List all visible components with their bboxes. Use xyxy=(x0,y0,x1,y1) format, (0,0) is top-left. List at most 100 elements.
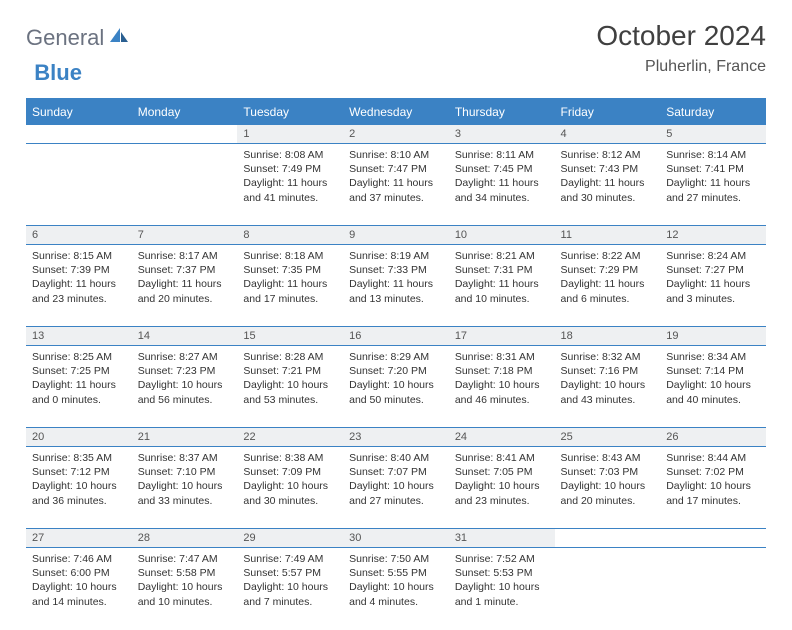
day-details: Sunrise: 7:47 AMSunset: 5:58 PMDaylight:… xyxy=(138,552,232,609)
day-content-row: Sunrise: 7:46 AMSunset: 6:00 PMDaylight:… xyxy=(26,548,766,630)
day-number-cell: 6 xyxy=(26,226,132,245)
day-number-cell: 21 xyxy=(132,428,238,447)
day-details: Sunrise: 7:52 AMSunset: 5:53 PMDaylight:… xyxy=(455,552,549,609)
day-cell: Sunrise: 8:14 AMSunset: 7:41 PMDaylight:… xyxy=(660,144,766,226)
title-block: October 2024 Pluherlin, France xyxy=(596,20,766,76)
day-cell: Sunrise: 8:19 AMSunset: 7:33 PMDaylight:… xyxy=(343,245,449,327)
day-number-cell: 29 xyxy=(237,529,343,548)
weekday-header: Saturday xyxy=(660,99,766,125)
day-cell: Sunrise: 8:41 AMSunset: 7:05 PMDaylight:… xyxy=(449,447,555,529)
weekday-header: Tuesday xyxy=(237,99,343,125)
day-cell: Sunrise: 7:52 AMSunset: 5:53 PMDaylight:… xyxy=(449,548,555,630)
day-number-row: 12345 xyxy=(26,125,766,144)
day-number-cell xyxy=(26,125,132,144)
day-number-cell: 19 xyxy=(660,327,766,346)
day-details: Sunrise: 8:43 AMSunset: 7:03 PMDaylight:… xyxy=(561,451,655,508)
day-details: Sunrise: 7:49 AMSunset: 5:57 PMDaylight:… xyxy=(243,552,337,609)
weekday-header: Monday xyxy=(132,99,238,125)
day-details: Sunrise: 8:18 AMSunset: 7:35 PMDaylight:… xyxy=(243,249,337,306)
day-number-cell: 1 xyxy=(237,125,343,144)
day-cell: Sunrise: 8:25 AMSunset: 7:25 PMDaylight:… xyxy=(26,346,132,428)
day-details: Sunrise: 8:41 AMSunset: 7:05 PMDaylight:… xyxy=(455,451,549,508)
day-details: Sunrise: 8:40 AMSunset: 7:07 PMDaylight:… xyxy=(349,451,443,508)
weekday-header-row: Sunday Monday Tuesday Wednesday Thursday… xyxy=(26,99,766,125)
day-cell: Sunrise: 8:10 AMSunset: 7:47 PMDaylight:… xyxy=(343,144,449,226)
day-number-cell: 30 xyxy=(343,529,449,548)
day-details: Sunrise: 8:37 AMSunset: 7:10 PMDaylight:… xyxy=(138,451,232,508)
day-cell: Sunrise: 8:32 AMSunset: 7:16 PMDaylight:… xyxy=(555,346,661,428)
day-details: Sunrise: 8:14 AMSunset: 7:41 PMDaylight:… xyxy=(666,148,760,205)
day-content-row: Sunrise: 8:35 AMSunset: 7:12 PMDaylight:… xyxy=(26,447,766,529)
day-number-cell: 8 xyxy=(237,226,343,245)
day-number-cell: 3 xyxy=(449,125,555,144)
day-content-row: Sunrise: 8:08 AMSunset: 7:49 PMDaylight:… xyxy=(26,144,766,226)
day-details: Sunrise: 8:15 AMSunset: 7:39 PMDaylight:… xyxy=(32,249,126,306)
day-details: Sunrise: 8:28 AMSunset: 7:21 PMDaylight:… xyxy=(243,350,337,407)
day-details: Sunrise: 8:29 AMSunset: 7:20 PMDaylight:… xyxy=(349,350,443,407)
day-details: Sunrise: 8:27 AMSunset: 7:23 PMDaylight:… xyxy=(138,350,232,407)
day-number-cell: 10 xyxy=(449,226,555,245)
day-details: Sunrise: 8:24 AMSunset: 7:27 PMDaylight:… xyxy=(666,249,760,306)
day-number-cell: 18 xyxy=(555,327,661,346)
day-number-cell: 7 xyxy=(132,226,238,245)
day-details: Sunrise: 7:46 AMSunset: 6:00 PMDaylight:… xyxy=(32,552,126,609)
day-cell: Sunrise: 8:40 AMSunset: 7:07 PMDaylight:… xyxy=(343,447,449,529)
day-cell: Sunrise: 7:49 AMSunset: 5:57 PMDaylight:… xyxy=(237,548,343,630)
day-number-row: 13141516171819 xyxy=(26,327,766,346)
day-details: Sunrise: 8:21 AMSunset: 7:31 PMDaylight:… xyxy=(455,249,549,306)
day-details: Sunrise: 8:08 AMSunset: 7:49 PMDaylight:… xyxy=(243,148,337,205)
day-number-row: 2728293031 xyxy=(26,529,766,548)
day-cell: Sunrise: 8:34 AMSunset: 7:14 PMDaylight:… xyxy=(660,346,766,428)
day-cell: Sunrise: 8:37 AMSunset: 7:10 PMDaylight:… xyxy=(132,447,238,529)
weekday-header: Wednesday xyxy=(343,99,449,125)
day-number-cell: 13 xyxy=(26,327,132,346)
day-number-cell: 5 xyxy=(660,125,766,144)
day-number-cell: 12 xyxy=(660,226,766,245)
day-number-cell: 28 xyxy=(132,529,238,548)
day-cell: Sunrise: 8:11 AMSunset: 7:45 PMDaylight:… xyxy=(449,144,555,226)
day-cell: Sunrise: 8:27 AMSunset: 7:23 PMDaylight:… xyxy=(132,346,238,428)
day-cell: Sunrise: 8:21 AMSunset: 7:31 PMDaylight:… xyxy=(449,245,555,327)
day-details: Sunrise: 8:22 AMSunset: 7:29 PMDaylight:… xyxy=(561,249,655,306)
logo-sail-icon xyxy=(108,26,130,49)
day-details: Sunrise: 8:25 AMSunset: 7:25 PMDaylight:… xyxy=(32,350,126,407)
day-cell: Sunrise: 8:08 AMSunset: 7:49 PMDaylight:… xyxy=(237,144,343,226)
day-number-cell: 27 xyxy=(26,529,132,548)
logo-blue: Blue xyxy=(34,62,82,84)
month-title: October 2024 xyxy=(596,20,766,52)
day-cell: Sunrise: 8:43 AMSunset: 7:03 PMDaylight:… xyxy=(555,447,661,529)
day-cell: Sunrise: 8:18 AMSunset: 7:35 PMDaylight:… xyxy=(237,245,343,327)
day-details: Sunrise: 8:31 AMSunset: 7:18 PMDaylight:… xyxy=(455,350,549,407)
day-cell xyxy=(132,144,238,226)
day-number-cell: 23 xyxy=(343,428,449,447)
day-number-row: 6789101112 xyxy=(26,226,766,245)
weekday-header: Friday xyxy=(555,99,661,125)
day-details: Sunrise: 8:38 AMSunset: 7:09 PMDaylight:… xyxy=(243,451,337,508)
day-cell xyxy=(660,548,766,630)
day-cell: Sunrise: 8:22 AMSunset: 7:29 PMDaylight:… xyxy=(555,245,661,327)
day-number-cell: 11 xyxy=(555,226,661,245)
day-number-cell xyxy=(660,529,766,548)
day-number-cell: 2 xyxy=(343,125,449,144)
logo: General xyxy=(26,20,132,49)
day-cell: Sunrise: 8:29 AMSunset: 7:20 PMDaylight:… xyxy=(343,346,449,428)
weekday-header: Thursday xyxy=(449,99,555,125)
logo-general: General xyxy=(26,27,104,49)
day-number-cell: 20 xyxy=(26,428,132,447)
day-number-cell: 22 xyxy=(237,428,343,447)
day-number-cell: 15 xyxy=(237,327,343,346)
day-cell: Sunrise: 7:47 AMSunset: 5:58 PMDaylight:… xyxy=(132,548,238,630)
day-cell: Sunrise: 7:46 AMSunset: 6:00 PMDaylight:… xyxy=(26,548,132,630)
day-details: Sunrise: 8:19 AMSunset: 7:33 PMDaylight:… xyxy=(349,249,443,306)
day-cell: Sunrise: 8:44 AMSunset: 7:02 PMDaylight:… xyxy=(660,447,766,529)
day-cell xyxy=(26,144,132,226)
day-number-cell: 17 xyxy=(449,327,555,346)
day-cell: Sunrise: 8:28 AMSunset: 7:21 PMDaylight:… xyxy=(237,346,343,428)
day-cell: Sunrise: 8:17 AMSunset: 7:37 PMDaylight:… xyxy=(132,245,238,327)
calendar-table: Sunday Monday Tuesday Wednesday Thursday… xyxy=(26,98,766,630)
day-content-row: Sunrise: 8:25 AMSunset: 7:25 PMDaylight:… xyxy=(26,346,766,428)
day-details: Sunrise: 8:11 AMSunset: 7:45 PMDaylight:… xyxy=(455,148,549,205)
location: Pluherlin, France xyxy=(596,58,766,76)
day-details: Sunrise: 8:35 AMSunset: 7:12 PMDaylight:… xyxy=(32,451,126,508)
day-cell: Sunrise: 8:35 AMSunset: 7:12 PMDaylight:… xyxy=(26,447,132,529)
